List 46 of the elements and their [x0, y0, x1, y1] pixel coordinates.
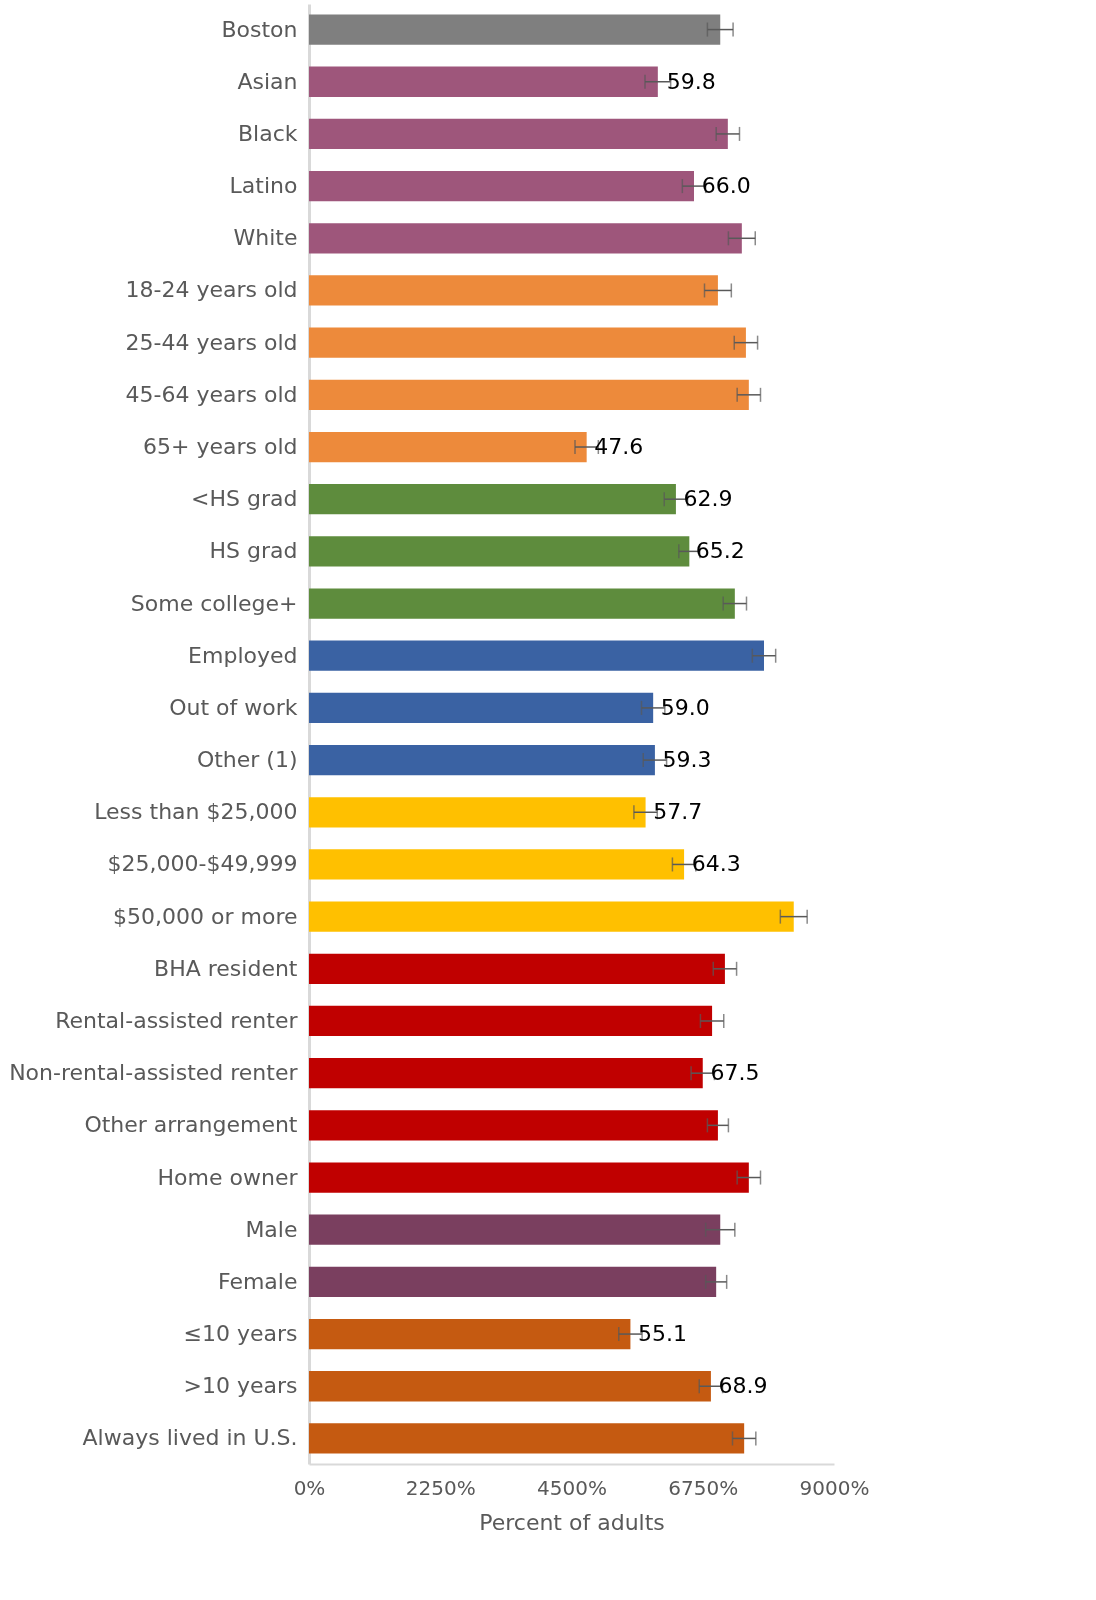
y-tick-label: Other (1) [196, 747, 298, 773]
data-label: 59.8 [666, 68, 716, 94]
y-tick-label: Female [217, 1268, 298, 1294]
data-label: 67.5 [710, 1060, 760, 1086]
data-label: 57.7 [653, 799, 703, 825]
y-tick-label: 65+ years old [143, 434, 298, 460]
y-tick-label: White [233, 225, 298, 251]
data-label: 47.6 [594, 434, 644, 460]
y-tick-label: >10 years [183, 1373, 298, 1399]
y-tick-label: Home owner [157, 1164, 299, 1190]
y-tick-label: Other arrangement [84, 1112, 298, 1138]
y-tick-label: BHA resident [154, 955, 298, 981]
x-tick-label: 9000% [799, 1475, 870, 1500]
y-tick-label: 18-24 years old [125, 277, 298, 303]
y-tick-label: Out of work [169, 694, 298, 720]
data-label: 59.0 [660, 694, 710, 720]
data-label: 66.0 [701, 173, 751, 199]
y-tick-label: $50,000 or more [113, 903, 298, 929]
y-tick-label: HS grad [209, 538, 298, 564]
y-tick-label: Latino [229, 173, 298, 199]
y-tick-label: 25-44 years old [125, 329, 298, 355]
y-tick-label: Rental-assisted renter [55, 1007, 299, 1033]
x-tick-label: 6750% [668, 1475, 739, 1500]
x-axis-title: Percent of adults [479, 1509, 665, 1535]
y-tick-label: ≤10 years [183, 1321, 298, 1347]
data-label: 59.3 [662, 747, 712, 773]
x-tick-label: 4500% [537, 1475, 607, 1500]
x-tick-label: 0% [293, 1475, 326, 1500]
y-tick-label: Always lived in U.S. [82, 1425, 298, 1451]
data-label: 68.9 [718, 1373, 768, 1399]
data-label: 65.2 [695, 538, 745, 564]
y-tick-label: Employed [188, 642, 298, 668]
y-tick-label: Less than $25,000 [94, 799, 298, 825]
x-tick-label: 2250% [405, 1475, 476, 1500]
data-label: 62.9 [683, 486, 733, 512]
data-label: 64.3 [691, 851, 741, 877]
y-tick-label: $25,000-$49,999 [107, 851, 298, 877]
y-tick-label: Male [245, 1216, 298, 1242]
y-tick-label: Asian [237, 68, 298, 94]
y-tick-label: <HS grad [191, 486, 298, 512]
y-tick-label: Black [237, 120, 298, 146]
y-tick-label: Some college+ [130, 590, 298, 616]
y-tick-label: Non-rental-assisted renter [9, 1060, 299, 1086]
y-tick-label: 45-64 years old [125, 381, 298, 407]
data-label: 55.1 [638, 1321, 688, 1347]
y-tick-label: Boston [221, 16, 298, 42]
